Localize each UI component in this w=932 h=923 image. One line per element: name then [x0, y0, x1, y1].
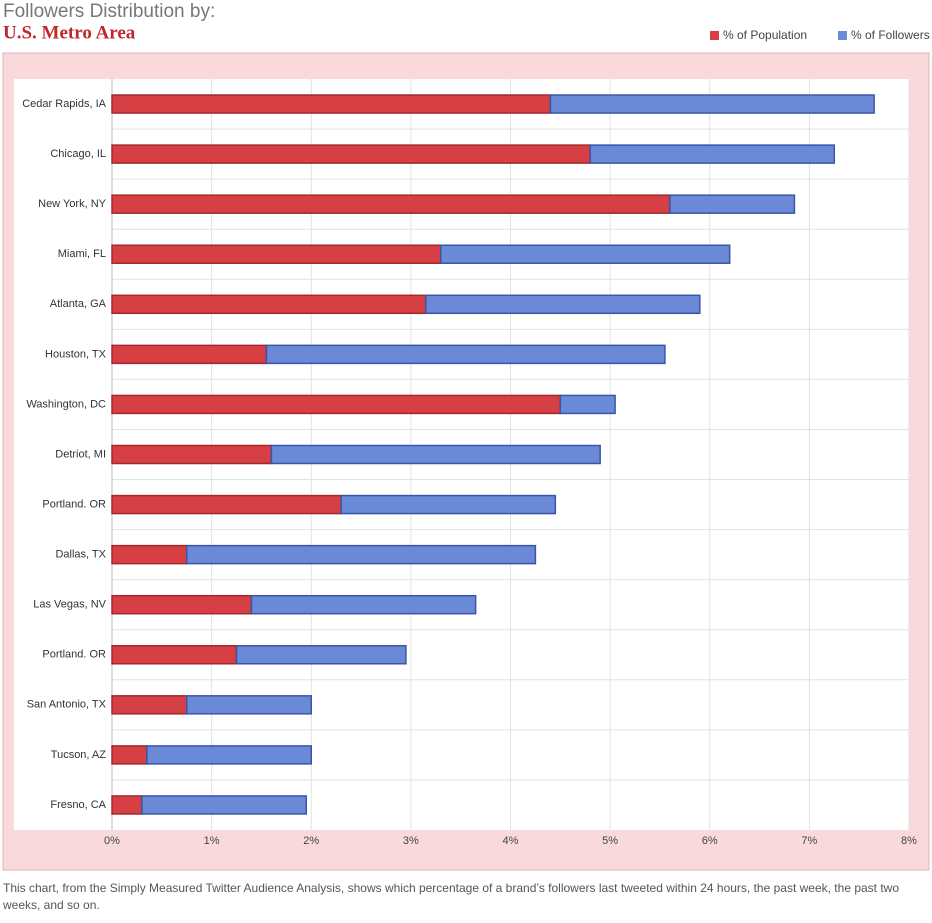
bar-segment: [111, 494, 342, 515]
bar-segment: [111, 594, 253, 615]
bar-segment: [146, 745, 312, 765]
y-tick-label: Chicago, IL: [50, 148, 106, 160]
caption: This chart, from the Simply Measured Twi…: [3, 881, 900, 912]
bar-segment: [111, 294, 427, 315]
bar-segment: [111, 344, 268, 365]
bar-segment: [111, 444, 273, 465]
bar-segment: [425, 294, 701, 315]
bar-segment: [440, 244, 731, 264]
bar-segment: [111, 745, 148, 765]
x-tick-label: 8%: [901, 835, 917, 847]
chart-subtitle: U.S. Metro Area: [3, 22, 136, 43]
bar-segment: [270, 444, 601, 465]
x-tick-label: 3%: [403, 835, 419, 847]
y-tick-label: Portland. OR: [42, 649, 106, 661]
legend-swatch: [838, 31, 847, 40]
y-tick-label: Dallas, TX: [55, 549, 106, 561]
y-tick-label: Fresno, CA: [50, 799, 106, 811]
y-tick-label: Cedar Rapids, IA: [22, 98, 106, 110]
x-tick-label: 2%: [303, 835, 319, 847]
bar-segment: [111, 695, 188, 715]
y-tick-label: New York, NY: [38, 198, 107, 210]
y-tick-label: Atlanta, GA: [50, 298, 107, 310]
bar-segment: [141, 795, 308, 815]
y-tick-label: Miami, FL: [58, 248, 106, 260]
bar-segment: [265, 344, 666, 365]
plot: 0% 1% 2% 3% 4% 5% 6% 7% 8% Cedar Rapids, IA Chicag…: [22, 79, 917, 847]
bar-segment: [549, 94, 875, 114]
bar-segment: [185, 544, 537, 565]
legend-label: % of Followers: [851, 28, 930, 42]
bar-segment: [111, 194, 671, 214]
bar-segment: [111, 795, 143, 815]
bar-segment: [111, 244, 442, 264]
bar-segment: [250, 594, 477, 615]
y-tick-label: Portland. OR: [42, 498, 106, 510]
bar-segment: [185, 695, 312, 715]
y-tick-label: San Antonio, TX: [27, 699, 107, 711]
chart-title: Followers Distribution by:: [3, 1, 215, 22]
bar-segment: [111, 394, 562, 415]
legend: % of Population % of Followers: [710, 28, 930, 42]
y-tick-label: Las Vegas, NV: [33, 599, 106, 611]
y-tick-label: Washington, DC: [26, 398, 106, 410]
legend-label: % of Population: [723, 28, 807, 42]
bar-segment: [111, 544, 188, 565]
x-tick-label: 4%: [503, 835, 519, 847]
bar-segment: [589, 144, 836, 164]
x-tick-label: 7%: [801, 835, 817, 847]
caption-box: This chart, from the Simply Measured Twi…: [3, 881, 900, 912]
x-tick-label: 1%: [204, 835, 220, 847]
y-tick-label: Detriot, MI: [55, 448, 106, 460]
legend-swatch: [710, 31, 719, 40]
x-tick-label: 5%: [602, 835, 618, 847]
bar-segment: [559, 394, 616, 415]
bar-segment: [111, 645, 238, 665]
bar-segment: [340, 494, 557, 515]
x-tick-label: 0%: [104, 835, 120, 847]
y-tick-label: Tucson, AZ: [51, 749, 107, 761]
bar-segment: [669, 194, 796, 214]
bar-segment: [235, 645, 407, 665]
bar-segment: [111, 144, 591, 164]
x-tick-label: 6%: [702, 835, 718, 847]
bar-segment: [111, 94, 552, 114]
y-tick-label: Houston, TX: [45, 348, 107, 360]
